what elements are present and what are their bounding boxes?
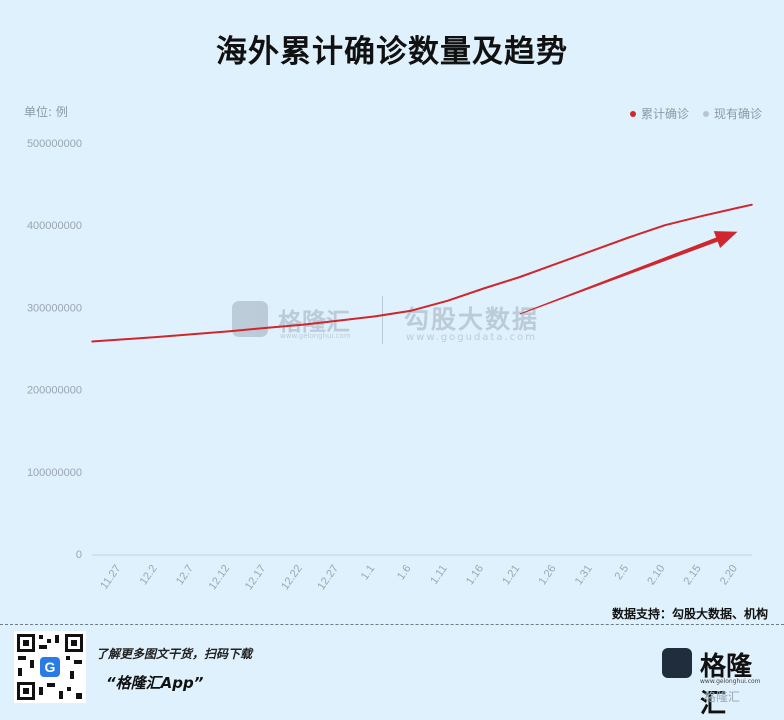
- x-tick-label: 12.12: [207, 563, 233, 592]
- data-point: [265, 327, 267, 329]
- x-tick-label: 2.20: [718, 563, 740, 587]
- data-point: [700, 215, 703, 217]
- data-point: [751, 203, 753, 206]
- data-point: [482, 287, 485, 290]
- data-source: 数据支持：勾股大数据、机构: [611, 607, 768, 621]
- y-tick-label: 400000000: [27, 220, 82, 232]
- line-chart: 0 100000000 200000000 300000000 400000000 500…: [27, 138, 753, 592]
- data-point: [374, 315, 376, 318]
- brand-logo: 格隆汇 www.gelonghui.com 格隆汇: [660, 640, 770, 719]
- qr-code: G: [14, 631, 86, 703]
- x-tick-label: 12.2: [138, 563, 160, 587]
- gogudata-watermark: 勾股大数据 www.gogudata.com: [404, 298, 574, 348]
- watermark-url: www.gogudata.com: [406, 332, 538, 343]
- x-tick-label: 12.27: [315, 563, 341, 592]
- data-point: [91, 340, 93, 343]
- data-point: [337, 319, 340, 322]
- legend-item-cumulative[interactable]: 累计确诊: [629, 105, 689, 122]
- data-point: [736, 207, 739, 209]
- trend-arrow-icon: [519, 231, 738, 315]
- legend-label: 累计确诊: [640, 107, 689, 121]
- gelonghui-logo-icon: [662, 648, 692, 678]
- data-point: [591, 249, 594, 252]
- y-tick-label: 100000000: [27, 467, 82, 479]
- data-point: [664, 224, 666, 226]
- x-tick-label: 1.16: [464, 563, 486, 587]
- unit-label: 单位: 例: [24, 105, 68, 119]
- x-tick-label: 1.11: [428, 563, 450, 587]
- x-tick-label: 12.7: [174, 563, 196, 587]
- gelonghui-watermark: 格隆汇 www.gelonghui.com: [232, 298, 382, 348]
- x-tick-label: 2.15: [682, 563, 704, 587]
- y-tick-label: 500000000: [27, 138, 82, 150]
- data-point: [301, 323, 304, 326]
- x-tick-label: 1.26: [537, 563, 559, 587]
- brand-url: www.gelonghui.com: [700, 678, 761, 685]
- promo-line-2: “格隆汇App”: [106, 674, 204, 692]
- y-tick-label: 300000000: [27, 302, 82, 314]
- watermark-name: 格隆汇: [278, 308, 350, 336]
- footer-divider: [0, 624, 784, 625]
- x-tick-label: 2.5: [613, 563, 632, 582]
- watermark-url: www.gelonghui.com: [280, 332, 351, 340]
- data-point: [120, 338, 122, 341]
- y-tick-label: 0: [76, 549, 82, 561]
- data-point: [627, 236, 630, 239]
- data-point: [156, 336, 159, 338]
- x-tick-label: 1.1: [359, 563, 378, 582]
- watermark-divider: [382, 296, 383, 344]
- page-title: 海外累计确诊数量及趋势: [216, 34, 568, 70]
- chart-legend: 累计确诊 现有确诊: [629, 105, 762, 122]
- data-point: [555, 263, 557, 265]
- promo-line-1: 了解更多图文干货，扫码下载: [96, 647, 253, 661]
- x-tick-label: 12.17: [243, 563, 269, 592]
- x-tick-label: 12.22: [279, 563, 305, 592]
- x-tick-label: 11.27: [98, 563, 123, 592]
- data-point: [410, 309, 412, 312]
- y-tick-label: 200000000: [27, 385, 82, 397]
- legend-label: 现有确诊: [713, 107, 762, 121]
- watermark-name: 勾股大数据: [404, 305, 540, 334]
- legend-dot-icon: [702, 110, 709, 117]
- legend-item-current[interactable]: 现有确诊: [702, 105, 762, 122]
- brand-sub-name: 格隆汇: [704, 690, 741, 704]
- legend-dot-icon: [629, 110, 636, 117]
- data-point: [229, 330, 231, 333]
- x-tick-label: 1.31: [573, 563, 595, 587]
- x-tick-label: 1.6: [395, 563, 414, 582]
- svg-text:G: G: [45, 659, 56, 675]
- series-line-cumulative: [91, 203, 753, 343]
- data-point: [519, 276, 521, 278]
- x-tick-label: 1.21: [500, 563, 522, 587]
- x-tick-label: 2.10: [645, 563, 667, 587]
- data-point: [446, 300, 449, 302]
- qr-code-icon: G: [17, 634, 83, 700]
- data-point: [192, 333, 195, 335]
